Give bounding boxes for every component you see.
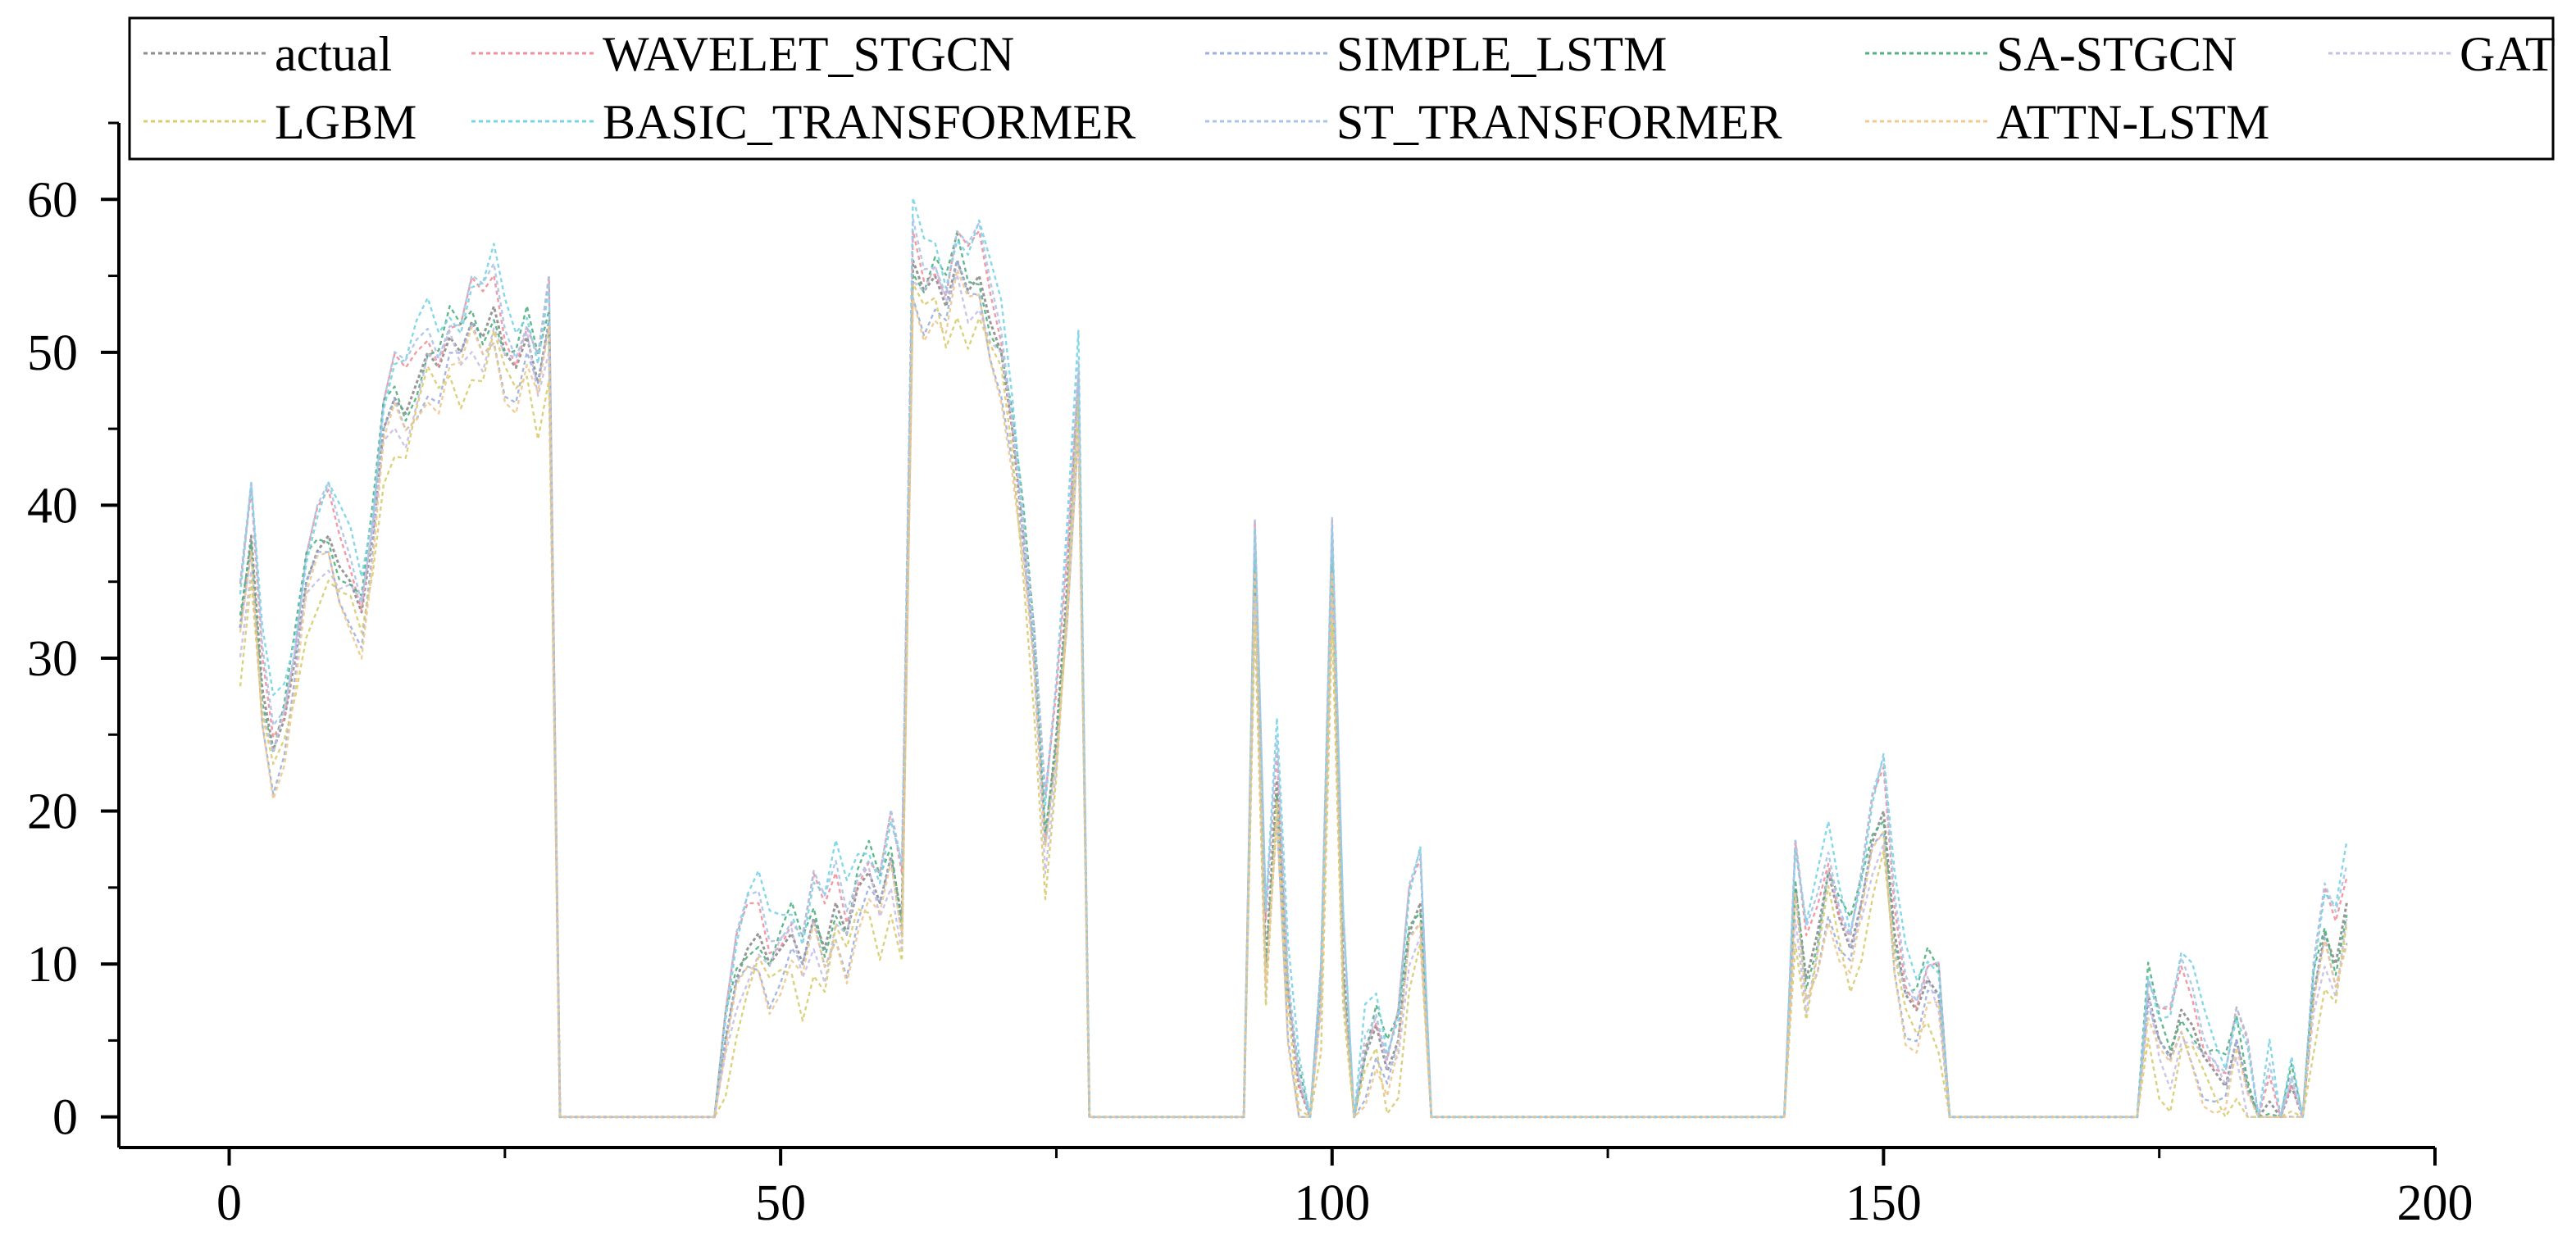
series-line-simple_lstm bbox=[239, 259, 2348, 1118]
y-tick-label: 10 bbox=[27, 937, 78, 993]
x-tick-label: 200 bbox=[2397, 1175, 2474, 1231]
y-tick-label: 60 bbox=[27, 172, 78, 228]
x-tick-label: 0 bbox=[216, 1175, 242, 1231]
y-tick-label: 50 bbox=[27, 325, 78, 381]
series-line-sa-stgcn bbox=[239, 232, 2348, 1118]
legend-box bbox=[128, 16, 2555, 161]
legend-label-gat: GAT bbox=[2460, 27, 2556, 81]
y-tick-label: 30 bbox=[27, 631, 78, 687]
series-line-attn-lstm bbox=[239, 268, 2348, 1118]
legend-label-basic_transformer: BASIC_TRANSFORMER bbox=[603, 95, 1136, 149]
series-line-actual bbox=[239, 259, 2348, 1119]
legend-label-st_transformer: ST_TRANSFORMER bbox=[1336, 95, 1782, 149]
legend-label-simple_lstm: SIMPLE_LSTM bbox=[1336, 27, 1667, 81]
axes: 0 50 100 150 200 0 10 20 30 40 50 60 bbox=[27, 121, 2474, 1231]
legend-label-sa-stgcn: SA-STGCN bbox=[1996, 27, 2237, 81]
x-tick-label: 150 bbox=[1846, 1175, 1922, 1231]
series-layer bbox=[239, 197, 2348, 1119]
y-tick-label: 40 bbox=[27, 478, 78, 534]
y-tick-label: 0 bbox=[52, 1090, 78, 1146]
legend-label-wavelet_stgcn: WAVELET_STGCN bbox=[603, 27, 1014, 81]
legend-label-attn-lstm: ATTN-LSTM bbox=[1996, 95, 2269, 149]
y-tick-label: 20 bbox=[27, 784, 78, 840]
legend: actual WAVELET_STGCN SIMPLE_LSTM SA-STGCN GA… bbox=[128, 16, 2556, 161]
series-line-basic_transformer bbox=[239, 197, 2348, 1118]
series-line-wavelet_stgcn bbox=[239, 230, 2348, 1118]
series-line-st_transformer bbox=[239, 217, 2348, 1118]
x-tick-label: 100 bbox=[1294, 1175, 1370, 1231]
legend-label-lgbm: LGBM bbox=[275, 95, 416, 149]
x-tick-label: 50 bbox=[755, 1175, 806, 1231]
legend-label-actual: actual bbox=[275, 27, 392, 81]
series-line-gat bbox=[239, 264, 2348, 1118]
